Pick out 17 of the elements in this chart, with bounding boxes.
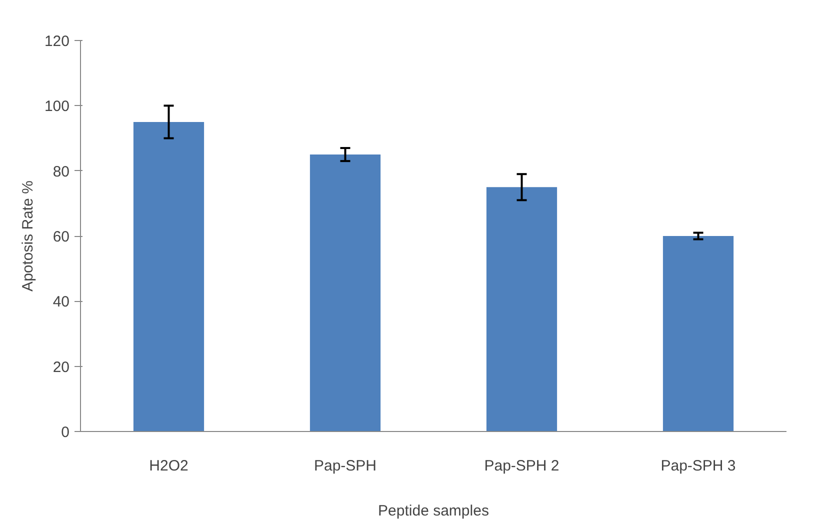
x-tick-label: Pap-SPH 3 xyxy=(660,458,736,474)
y-axis-title: Apotosis Rate % xyxy=(19,180,36,292)
y-tick-label: 40 xyxy=(52,294,70,311)
y-tick-label: 80 xyxy=(52,163,70,180)
bar xyxy=(662,236,734,432)
y-tick-label: 100 xyxy=(44,98,70,116)
bar xyxy=(133,122,204,432)
y-tick-label: 60 xyxy=(52,228,70,246)
x-tick-label: H2O2 xyxy=(149,458,188,474)
bar xyxy=(486,187,558,432)
bar xyxy=(310,154,381,432)
y-tick-label: 0 xyxy=(61,424,70,441)
x-axis-title: Peptide samples xyxy=(378,502,489,520)
y-tick-label: 20 xyxy=(52,358,70,376)
y-tick-label: 120 xyxy=(44,33,70,50)
x-tick-label: Pap-SPH 2 xyxy=(484,458,560,474)
x-tick-label: Pap-SPH xyxy=(314,458,377,474)
